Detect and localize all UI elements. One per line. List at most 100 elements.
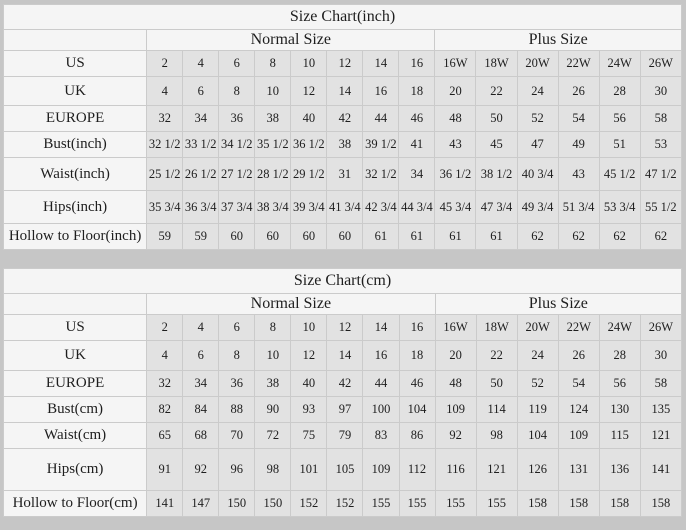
size-value-cell: 150	[218, 490, 256, 517]
size-value-cell: 65	[146, 422, 184, 449]
size-value-cell: 22W	[557, 50, 600, 77]
size-value-cell: 119	[516, 396, 559, 423]
row-label: Bust(inch)	[2, 131, 148, 158]
size-value-cell: 47 3/4	[475, 190, 518, 224]
size-value-cell: 46	[398, 370, 436, 397]
size-value-cell: 16	[398, 314, 436, 341]
size-value-cell: 32	[146, 105, 184, 132]
size-value-cell: 47 1/2	[639, 157, 683, 191]
size-value-cell: 72	[254, 422, 292, 449]
table-row: US 2 4 6 8 10 12 14 16 16W 18W 20W 22W 24W 26W	[2, 314, 683, 341]
size-value-cell: 41 3/4	[326, 190, 364, 224]
size-value-cell: 2	[146, 314, 184, 341]
size-value-cell: 56	[598, 370, 641, 397]
size-value-cell: 115	[598, 422, 641, 449]
size-value-cell: 84	[182, 396, 220, 423]
size-value-cell: 22	[475, 340, 518, 371]
size-value-cell: 83	[362, 422, 400, 449]
size-value-cell: 12	[290, 76, 328, 106]
size-value-cell: 34	[182, 105, 220, 132]
size-value-cell: 70	[218, 422, 256, 449]
size-value-cell: 50	[475, 105, 518, 132]
size-value-cell: 18W	[475, 314, 518, 341]
table-row: Hollow to Floor(cm) 141 147 150 150 152 152 155…	[2, 490, 683, 517]
size-value-cell: 88	[218, 396, 256, 423]
row-label: EUROPE	[2, 370, 148, 397]
size-value-cell: 26 1/2	[182, 157, 220, 191]
row-label: Hips(inch)	[2, 190, 148, 224]
size-value-cell: 114	[475, 396, 518, 423]
row-label: UK	[2, 76, 148, 106]
size-value-cell: 38 3/4	[254, 190, 292, 224]
size-value-cell: 16W	[434, 50, 477, 77]
size-value-cell: 92	[434, 422, 477, 449]
size-value-cell: 18	[398, 340, 436, 371]
size-value-cell: 14	[326, 76, 364, 106]
size-value-cell: 93	[290, 396, 328, 423]
size-value-cell: 50	[475, 370, 518, 397]
size-value-cell: 18W	[475, 50, 518, 77]
size-value-cell: 48	[434, 105, 477, 132]
table-row: Waist(cm) 65 68 70 72 75 79 83 86 92 98 104 109 115 12…	[2, 422, 683, 449]
size-value-cell: 52	[516, 370, 559, 397]
size-value-cell: 18	[398, 76, 436, 106]
size-value-cell: 26	[557, 76, 600, 106]
size-value-cell: 98	[475, 422, 518, 449]
size-value-cell: 112	[398, 448, 436, 491]
size-value-cell: 52	[516, 105, 559, 132]
size-value-cell: 158	[598, 490, 641, 517]
size-chart-inch-table: Size Chart(inch) Normal Size Plus Size US 2 4…	[2, 4, 683, 250]
size-value-cell: 25 1/2	[146, 157, 184, 191]
size-value-cell: 6	[182, 76, 220, 106]
size-value-cell: 33 1/2	[182, 131, 220, 158]
size-value-cell: 90	[254, 396, 292, 423]
size-value-cell: 41	[398, 131, 436, 158]
size-value-cell: 101	[290, 448, 328, 491]
size-value-cell: 75	[290, 422, 328, 449]
size-value-cell: 16	[398, 50, 436, 77]
size-value-cell: 36 3/4	[182, 190, 220, 224]
size-value-cell: 92	[182, 448, 220, 491]
size-value-cell: 61	[475, 223, 518, 250]
size-value-cell: 109	[434, 396, 477, 423]
size-value-cell: 62	[639, 223, 683, 250]
size-value-cell: 35 3/4	[146, 190, 184, 224]
size-value-cell: 152	[326, 490, 364, 517]
size-value-cell: 109	[557, 422, 600, 449]
size-value-cell: 60	[254, 223, 292, 250]
size-value-cell: 4	[182, 50, 220, 77]
size-value-cell: 24W	[598, 50, 641, 77]
size-value-cell: 51	[598, 131, 641, 158]
size-value-cell: 79	[326, 422, 364, 449]
size-value-cell: 56	[598, 105, 641, 132]
size-value-cell: 131	[557, 448, 600, 491]
size-value-cell: 34	[398, 157, 436, 191]
row-label: EUROPE	[2, 105, 148, 132]
size-value-cell: 49	[557, 131, 600, 158]
size-value-cell: 12	[290, 340, 328, 371]
column-group-label: Normal Size	[146, 293, 436, 315]
size-value-cell: 53 3/4	[598, 190, 641, 224]
size-value-cell: 35 1/2	[254, 131, 292, 158]
size-value-cell: 60	[290, 223, 328, 250]
size-value-cell: 51 3/4	[557, 190, 600, 224]
size-value-cell: 24	[516, 340, 559, 371]
table-row: Waist(inch) 25 1/2 26 1/2 27 1/2 28 1/2 29 1/…	[2, 157, 683, 191]
row-label: Waist(inch)	[2, 157, 148, 191]
size-value-cell: 6	[182, 340, 220, 371]
size-value-cell: 40	[290, 370, 328, 397]
row-label: Hips(cm)	[2, 448, 148, 491]
size-value-cell: 155	[434, 490, 477, 517]
size-value-cell: 40	[290, 105, 328, 132]
size-value-cell: 42	[326, 105, 364, 132]
size-value-cell: 61	[362, 223, 400, 250]
size-value-cell: 10	[254, 340, 292, 371]
size-value-cell: 47	[516, 131, 559, 158]
size-value-cell: 58	[639, 105, 683, 132]
table-row: US 2 4 6 8 10 12 14 16 16W 18W 20W 22W 24W 26W	[2, 50, 683, 77]
size-value-cell: 86	[398, 422, 436, 449]
size-value-cell: 30	[639, 76, 683, 106]
size-value-cell: 30	[639, 340, 683, 371]
size-value-cell: 14	[362, 50, 400, 77]
size-value-cell: 62	[557, 223, 600, 250]
